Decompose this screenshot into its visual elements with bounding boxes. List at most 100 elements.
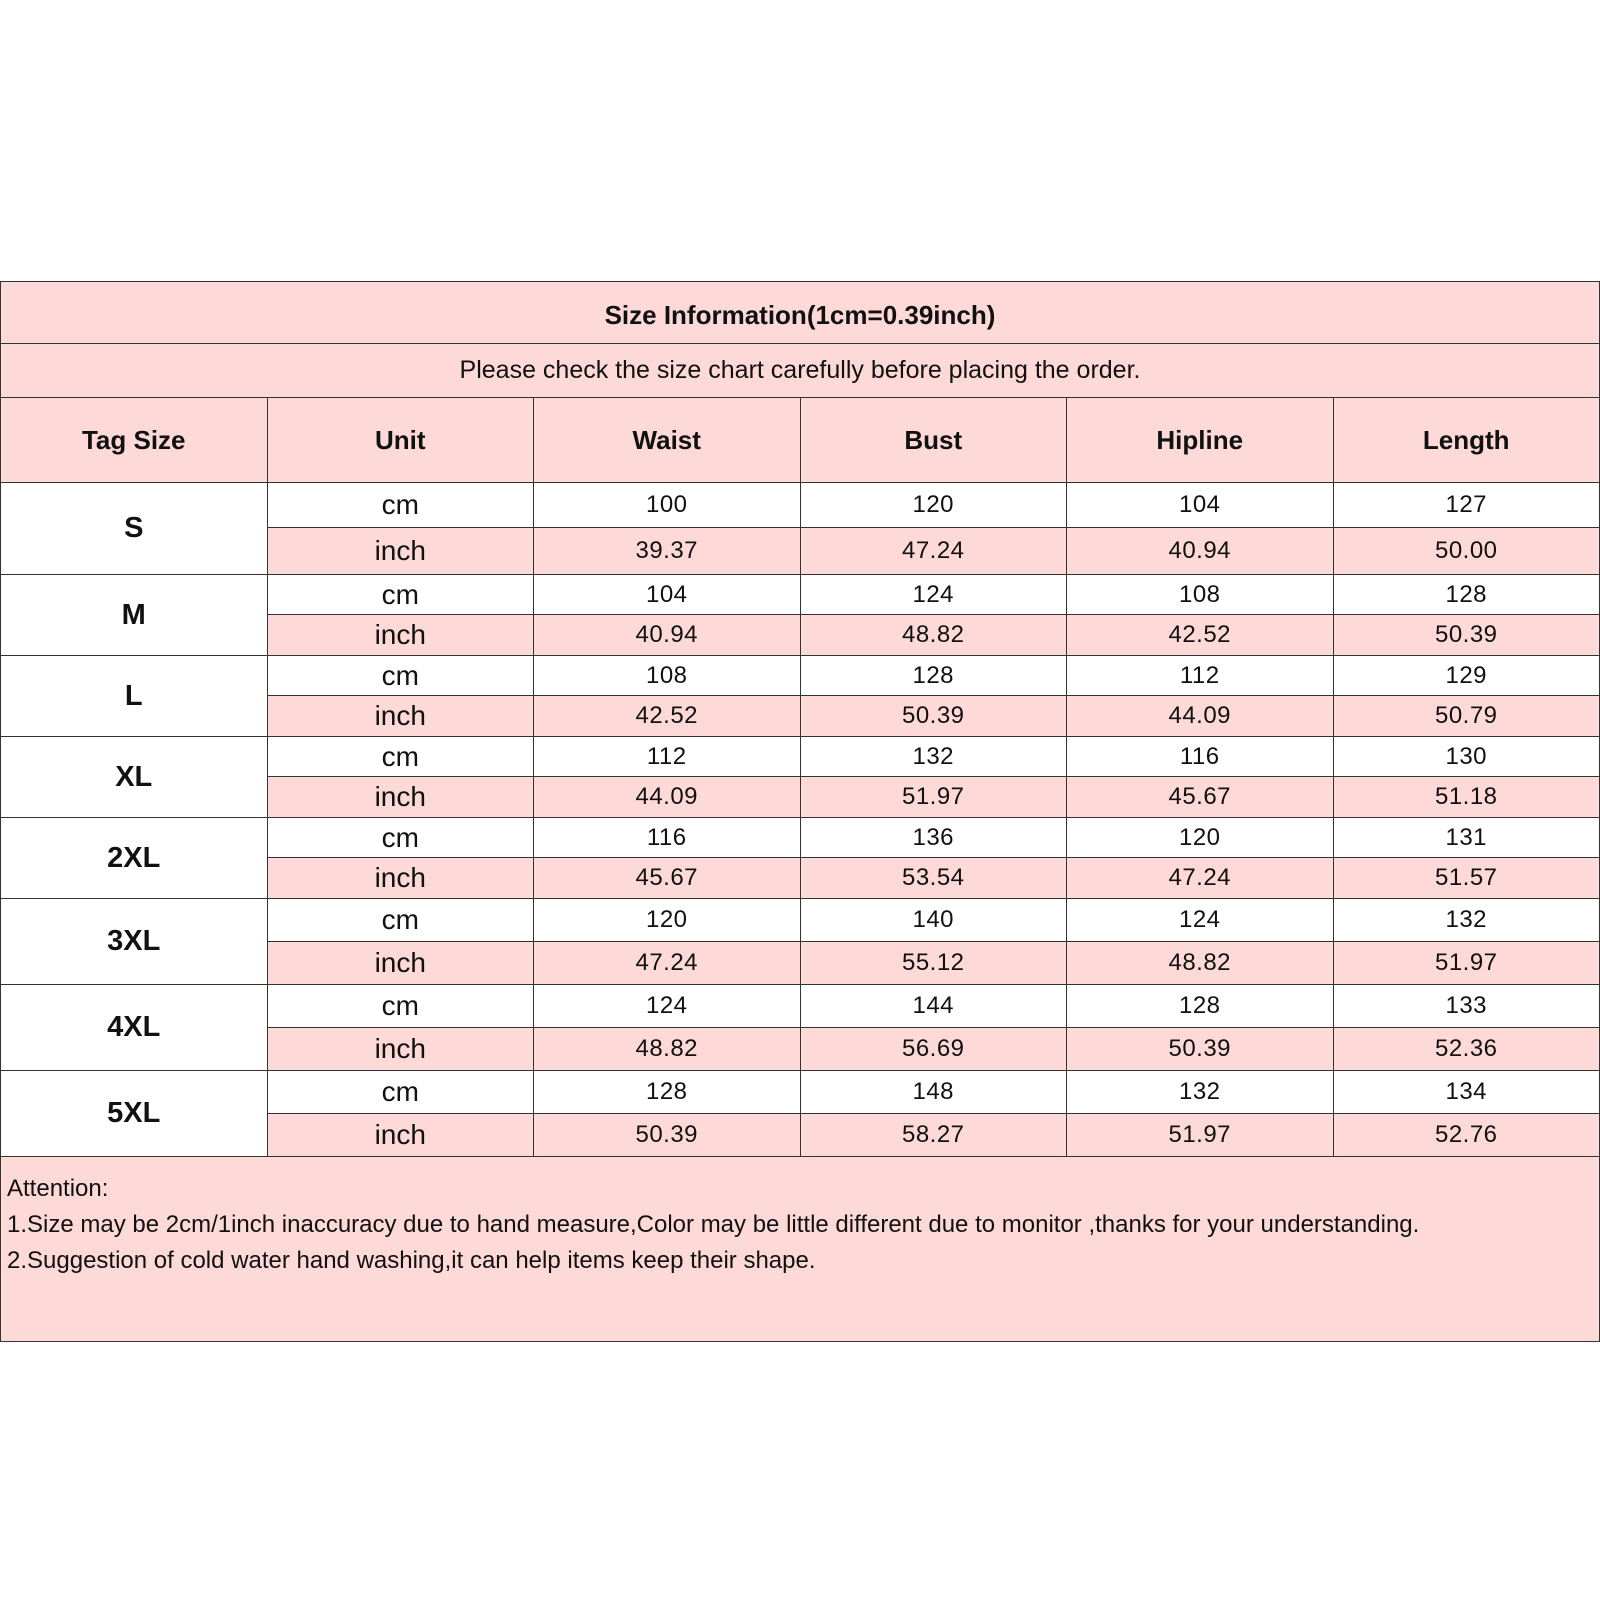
notes-heading: Attention: bbox=[7, 1175, 109, 1202]
value-cell: 48.82 bbox=[1066, 941, 1334, 985]
tag-size-cell: S bbox=[0, 482, 268, 575]
value-cell: 116 bbox=[1066, 736, 1334, 777]
value-cell: 128 bbox=[1332, 574, 1600, 615]
value-cell: 48.82 bbox=[533, 1027, 801, 1071]
value-cell: 108 bbox=[533, 655, 801, 696]
column-header: Length bbox=[1332, 397, 1600, 483]
unit-cell: inch bbox=[266, 695, 534, 737]
value-cell: 120 bbox=[1066, 817, 1334, 858]
unit-cell: cm bbox=[266, 655, 534, 696]
value-cell: 130 bbox=[1332, 736, 1600, 777]
unit-cell: cm bbox=[266, 482, 534, 528]
unit-cell: cm bbox=[266, 984, 534, 1028]
value-cell: 50.39 bbox=[799, 695, 1067, 737]
header-row: Tag Size Unit Waist Bust Hipline Length bbox=[0, 397, 1600, 483]
value-cell: 129 bbox=[1332, 655, 1600, 696]
table-row: 2XL cm 116 136 120 131 bbox=[0, 817, 1600, 899]
column-header: Bust bbox=[799, 397, 1067, 483]
value-cell: 47.24 bbox=[799, 527, 1067, 575]
tag-size-cell: L bbox=[0, 655, 268, 737]
value-cell: 45.67 bbox=[533, 857, 801, 899]
value-cell: 47.24 bbox=[533, 941, 801, 985]
value-cell: 132 bbox=[1332, 898, 1600, 942]
value-cell: 39.37 bbox=[533, 527, 801, 575]
value-cell: 127 bbox=[1332, 482, 1600, 528]
unit-cell: inch bbox=[266, 527, 534, 575]
value-cell: 133 bbox=[1332, 984, 1600, 1028]
column-header: Tag Size bbox=[0, 397, 268, 483]
note-item: 1.Size may be 2cm/1inch inaccuracy due t… bbox=[7, 1211, 1420, 1238]
value-cell: 120 bbox=[799, 482, 1067, 528]
unit-cell: cm bbox=[266, 574, 534, 615]
value-cell: 128 bbox=[533, 1070, 801, 1114]
value-cell: 51.97 bbox=[1066, 1113, 1334, 1157]
value-cell: 42.52 bbox=[1066, 614, 1334, 656]
value-cell: 116 bbox=[533, 817, 801, 858]
unit-cell: cm bbox=[266, 1070, 534, 1114]
value-cell: 53.54 bbox=[799, 857, 1067, 899]
value-cell: 50.00 bbox=[1332, 527, 1600, 575]
value-cell: 42.52 bbox=[533, 695, 801, 737]
tag-size-cell: XL bbox=[0, 736, 268, 818]
value-cell: 140 bbox=[799, 898, 1067, 942]
value-cell: 44.09 bbox=[1066, 695, 1334, 737]
value-cell: 104 bbox=[1066, 482, 1334, 528]
value-cell: 50.79 bbox=[1332, 695, 1600, 737]
value-cell: 124 bbox=[533, 984, 801, 1028]
column-header: Unit bbox=[266, 397, 534, 483]
unit-cell: inch bbox=[266, 1027, 534, 1071]
table-row: 4XL cm 124 144 128 133 bbox=[0, 984, 1600, 1071]
table-row: inch 44.09 51.97 45.67 51.18 bbox=[1, 776, 1600, 818]
value-cell: 45.67 bbox=[1066, 776, 1334, 818]
unit-cell: inch bbox=[266, 614, 534, 656]
tag-size-cell: 4XL bbox=[0, 984, 268, 1071]
value-cell: 51.97 bbox=[1332, 941, 1600, 985]
value-cell: 40.94 bbox=[533, 614, 801, 656]
table-row: inch 48.82 56.69 50.39 52.36 bbox=[1, 1027, 1600, 1071]
value-cell: 50.39 bbox=[1332, 614, 1600, 656]
table-row: inch 47.24 55.12 48.82 51.97 bbox=[1, 941, 1600, 985]
value-cell: 58.27 bbox=[799, 1113, 1067, 1157]
unit-cell: inch bbox=[266, 1113, 534, 1157]
tag-size-cell: 5XL bbox=[0, 1070, 268, 1157]
attention-notes: Attention: 1.Size may be 2cm/1inch inacc… bbox=[0, 1156, 1600, 1342]
value-cell: 136 bbox=[799, 817, 1067, 858]
value-cell: 55.12 bbox=[799, 941, 1067, 985]
value-cell: 48.82 bbox=[799, 614, 1067, 656]
value-cell: 56.69 bbox=[799, 1027, 1067, 1071]
value-cell: 51.57 bbox=[1332, 857, 1600, 899]
value-cell: 112 bbox=[1066, 655, 1334, 696]
value-cell: 100 bbox=[533, 482, 801, 528]
value-cell: 51.18 bbox=[1332, 776, 1600, 818]
value-cell: 128 bbox=[799, 655, 1067, 696]
value-cell: 148 bbox=[799, 1070, 1067, 1114]
unit-cell: cm bbox=[266, 736, 534, 777]
table-row: inch 45.67 53.54 47.24 51.57 bbox=[1, 857, 1600, 899]
value-cell: 132 bbox=[1066, 1070, 1334, 1114]
unit-cell: inch bbox=[266, 857, 534, 899]
unit-cell: cm bbox=[266, 817, 534, 858]
value-cell: 51.97 bbox=[799, 776, 1067, 818]
value-cell: 134 bbox=[1332, 1070, 1600, 1114]
column-header: Hipline bbox=[1066, 397, 1334, 483]
value-cell: 124 bbox=[799, 574, 1067, 615]
table-row: 5XL cm 128 148 132 134 bbox=[0, 1070, 1600, 1157]
unit-cell: cm bbox=[266, 898, 534, 942]
chart-subtitle: Please check the size chart carefully be… bbox=[0, 343, 1600, 398]
value-cell: 50.39 bbox=[1066, 1027, 1334, 1071]
value-cell: 124 bbox=[1066, 898, 1334, 942]
tag-size-cell: 2XL bbox=[0, 817, 268, 899]
unit-cell: inch bbox=[266, 776, 534, 818]
table-row: inch 39.37 47.24 40.94 50.00 bbox=[1, 527, 1600, 575]
value-cell: 131 bbox=[1332, 817, 1600, 858]
value-cell: 112 bbox=[533, 736, 801, 777]
value-cell: 44.09 bbox=[533, 776, 801, 818]
value-cell: 108 bbox=[1066, 574, 1334, 615]
value-cell: 52.36 bbox=[1332, 1027, 1600, 1071]
unit-cell: inch bbox=[266, 941, 534, 985]
value-cell: 50.39 bbox=[533, 1113, 801, 1157]
tag-size-cell: 3XL bbox=[0, 898, 268, 985]
